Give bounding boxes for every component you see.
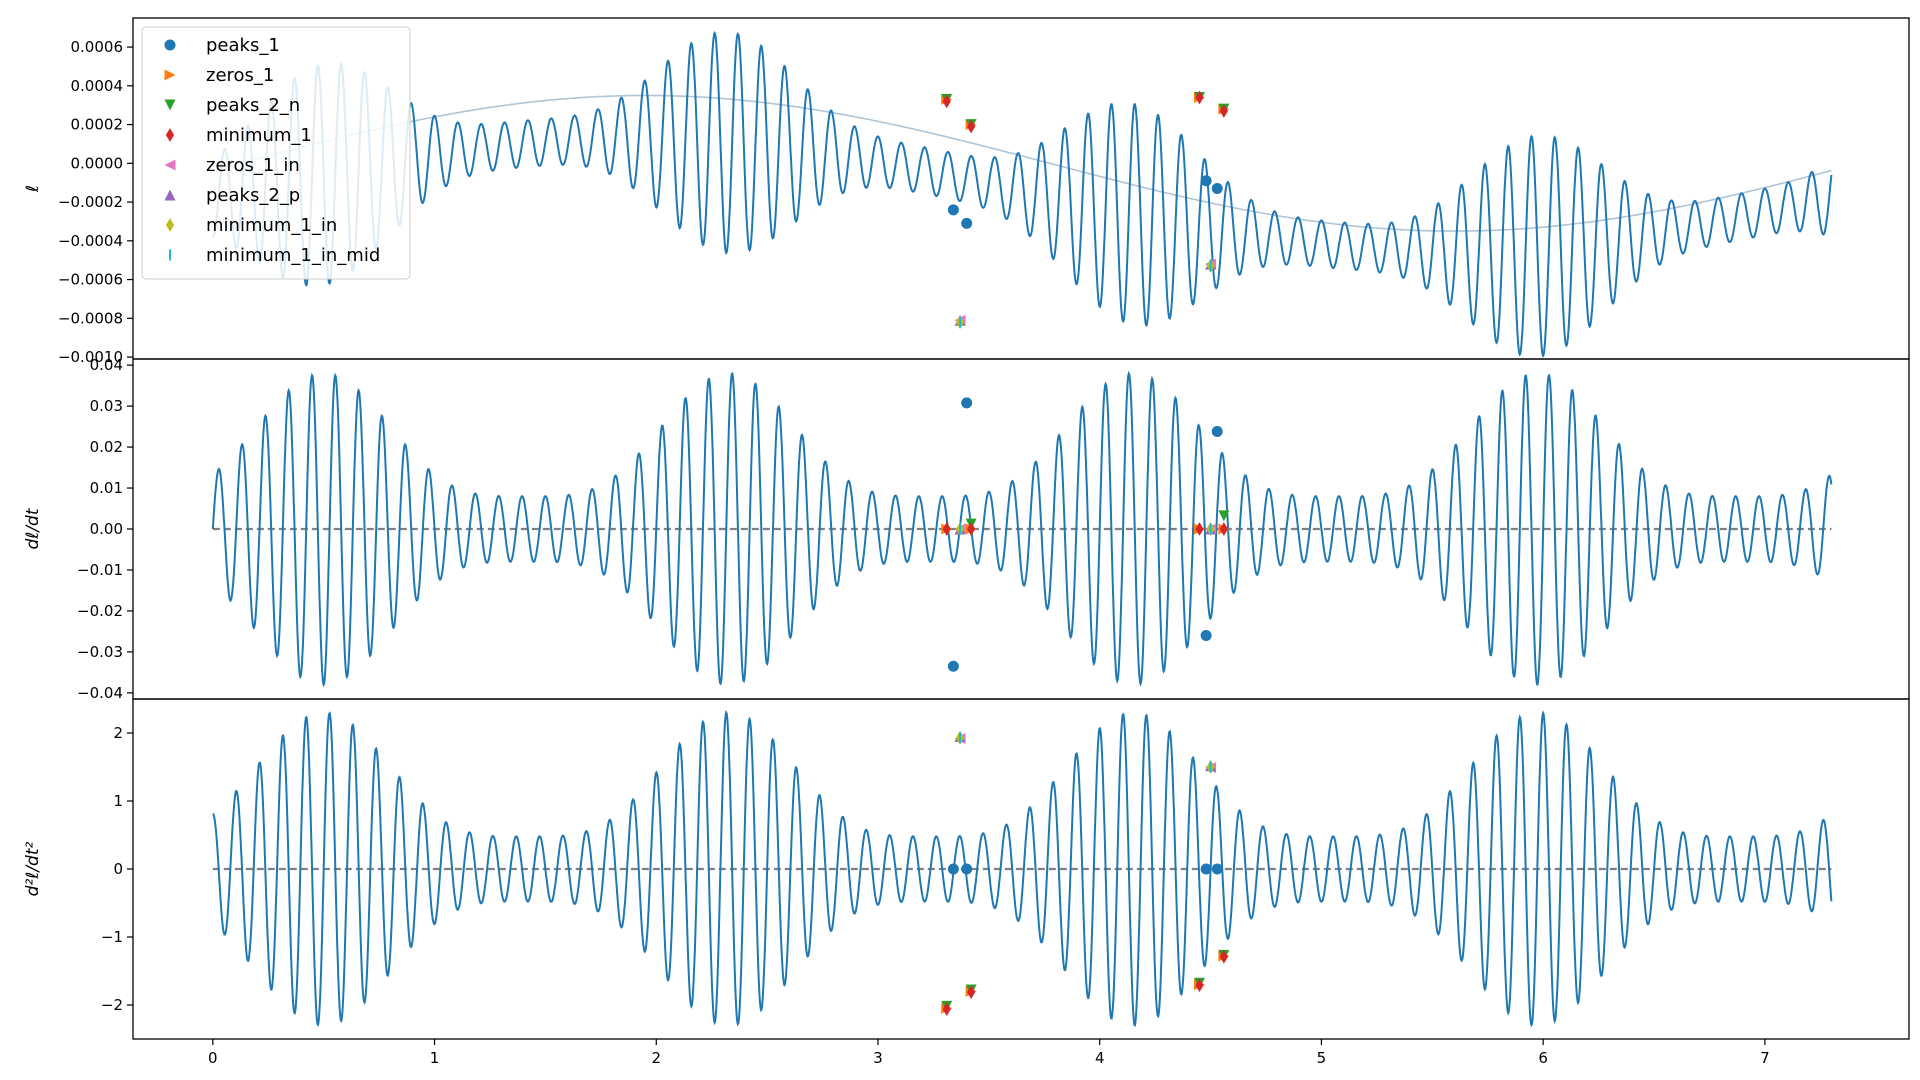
x-tick-label: 1: [430, 1049, 440, 1067]
marker-peaks_1: [1200, 630, 1212, 642]
x-tick-label: 4: [1095, 1049, 1105, 1067]
marker-peaks_1: [1211, 426, 1223, 438]
legend-label: peaks_1: [206, 35, 280, 56]
signal-line: [211, 370, 1833, 688]
y-tick-label: 0: [113, 860, 123, 878]
y-tick-label: −0.04: [77, 684, 123, 702]
y-tick-label: 0.0000: [71, 154, 124, 172]
marker-minimum_1: [942, 1002, 951, 1016]
y-tick-label: 0.04: [90, 356, 123, 374]
marker-minimum_1: [1219, 949, 1229, 964]
y-tick-label: −0.0010: [58, 348, 123, 366]
plot-area: [212, 709, 1833, 1028]
marker-minimum_1: [966, 119, 976, 134]
y-tick-label: −0.0006: [58, 271, 123, 289]
marker-peaks_1: [1211, 183, 1223, 194]
marker-minimum_1: [1219, 522, 1229, 536]
marker-minimum_1: [966, 985, 976, 999]
legend-marker-zeros_1: [164, 69, 176, 81]
plot-area: [211, 370, 1833, 688]
y-tick-label: −1: [101, 928, 123, 946]
legend-label: peaks_2_p: [206, 185, 300, 206]
legend-marker-minimum_1_in: [165, 218, 175, 232]
y-axis-label: ℓ: [23, 185, 43, 193]
y-tick-label: −2: [101, 996, 123, 1014]
marker-minimum_1: [1195, 522, 1204, 536]
y-tick-label: −0.0004: [58, 232, 123, 250]
marker-peaks_1: [1200, 863, 1212, 875]
x-tick-label: 5: [1317, 1049, 1327, 1067]
background-curve: [212, 94, 1832, 232]
legend-marker-peaks_1: [164, 39, 176, 51]
marker-peaks_1: [947, 204, 959, 216]
marker-minimum_1: [1195, 90, 1204, 105]
y-tick-label: 0.01: [90, 479, 123, 497]
plot-area: [212, 30, 1833, 358]
y-tick-label: −0.02: [77, 602, 123, 620]
legend-box: [141, 26, 411, 280]
signal-line: [212, 709, 1833, 1028]
y-axis-label: d²ℓ/dt²: [23, 842, 43, 897]
marker-peaks_1: [947, 863, 959, 875]
y-tick-label: 0.0006: [71, 38, 124, 56]
x-tick-label: 2: [651, 1049, 661, 1067]
x-tick-label: 7: [1760, 1049, 1770, 1067]
panel-ell: −0.0010 −0.0008 −0.0006 −0.0004 −0.0002 0.000…: [23, 17, 1910, 366]
legend: peaks_1 zeros_1 peaks_2_n minimum_1 zeros_1_…: [141, 26, 411, 280]
y-tick-label: 1: [113, 792, 123, 810]
legend-label: zeros_1: [206, 65, 274, 86]
marker-peaks_1: [947, 660, 959, 672]
legend-marker-peaks_2_p: [164, 189, 176, 201]
legend-label: minimum_1: [206, 125, 312, 146]
y-tick-label: −0.0008: [58, 309, 123, 327]
marker-peaks_1: [1211, 863, 1223, 875]
legend-label: peaks_2_n: [206, 95, 300, 116]
legend-marker-zeros_1_in: [164, 159, 176, 171]
y-tick-label: 0.0004: [71, 77, 124, 95]
legend-label: minimum_1_in_mid: [206, 245, 380, 266]
marker-peaks_1: [961, 397, 973, 409]
marker-minimum_1: [1219, 104, 1229, 118]
marker-peaks_1: [961, 863, 973, 875]
x-tick-label: 6: [1538, 1049, 1548, 1067]
y-tick-label: −0.0002: [58, 193, 123, 211]
x-tick-label: 0: [208, 1049, 218, 1067]
panel-first-derivative: −0.04 −0.03 −0.02 −0.01 0.00 0.01 0.02 0.03 0.04…: [23, 356, 1910, 702]
y-tick-label: 2: [113, 724, 123, 742]
y-tick-label: −0.03: [77, 643, 123, 661]
legend-label: zeros_1_in: [206, 155, 300, 176]
y-tick-label: 0.00: [90, 520, 123, 538]
legend-marker-minimum_1: [165, 128, 175, 142]
y-tick-label: 0.03: [90, 397, 123, 415]
y-axis-label: dℓ/dt: [23, 507, 43, 549]
legend-marker-peaks_2_n: [164, 99, 176, 111]
legend-label: minimum_1_in: [206, 215, 337, 236]
marker-peaks_2_n: [1218, 510, 1230, 522]
y-tick-label: −0.01: [77, 561, 123, 579]
marker-peaks_1: [961, 217, 973, 229]
marker-minimum_1: [942, 522, 951, 536]
signal-line: [212, 30, 1833, 358]
marker-peaks_1: [1200, 175, 1212, 187]
marker-minimum_1: [1195, 978, 1204, 993]
marker-minimum_1: [966, 522, 976, 536]
y-tick-label: 0.02: [90, 438, 123, 456]
x-tick-label: 3: [873, 1049, 883, 1067]
marker-minimum_1: [942, 94, 951, 109]
panel-second-derivative: −2 −1 0 1 2 d²ℓ/dt² 0 1 2 3 4 5 6 7: [23, 698, 1910, 1067]
y-tick-label: 0.0002: [71, 116, 124, 134]
